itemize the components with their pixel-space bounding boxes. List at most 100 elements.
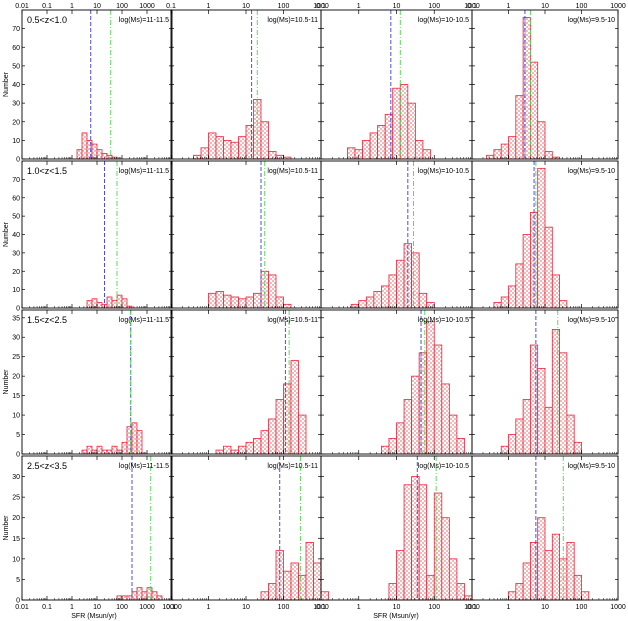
- histogram-bar: [320, 591, 329, 601]
- histogram-bar: [403, 399, 412, 455]
- y-tick-label: 40: [12, 82, 20, 89]
- histogram-bar: [544, 550, 553, 601]
- y-tick-label: 30: [12, 474, 20, 481]
- histogram-bar: [377, 125, 386, 160]
- x-tick-label: 100: [428, 3, 440, 10]
- histogram-bar: [422, 149, 431, 160]
- histogram-bar: [537, 167, 546, 309]
- y-tick-label: 30: [12, 101, 20, 108]
- histogram-bar: [522, 234, 531, 309]
- mass-bin-label: log(Ms)=10.5-11: [267, 463, 318, 470]
- histogram-bar: [407, 102, 416, 160]
- histogram-bar: [223, 139, 232, 160]
- x-tick-label: 0.1: [467, 604, 477, 611]
- x-tick-label: 1000: [313, 604, 329, 611]
- panel: 0.1 1 10 100 1000 log(Ms)=10-10.5: [316, 455, 480, 611]
- x-tick-label: 1000: [610, 604, 626, 611]
- histogram-bar: [544, 226, 553, 309]
- histogram-bar: [396, 550, 405, 601]
- y-tick-label: 10: [12, 556, 20, 563]
- histogram-bar: [426, 321, 435, 455]
- mass-bin-label: log(Ms)=11-11.5: [119, 463, 169, 470]
- x-tick-label: 100: [576, 604, 588, 611]
- histogram-bar: [106, 296, 113, 309]
- y-tick-label: 0: [16, 157, 20, 164]
- y-tick-label: 5: [16, 577, 20, 584]
- histogram-bar: [253, 438, 262, 455]
- panel-frame: [170, 160, 322, 309]
- histogram-bar: [456, 438, 465, 455]
- y-tick-label: 25: [12, 354, 20, 361]
- histogram-bar: [86, 139, 93, 160]
- mass-bin-label: log(Ms)=9.5-10: [568, 463, 615, 470]
- histogram-bar: [106, 449, 113, 455]
- x-tick-label: 1: [70, 604, 74, 611]
- histogram-bar: [260, 591, 269, 601]
- histogram-bar: [388, 274, 397, 309]
- histogram-bar: [268, 274, 277, 309]
- x-tick-label: 10: [393, 3, 401, 10]
- histogram-bar: [508, 434, 517, 455]
- y-tick-label: 10: [12, 413, 20, 420]
- x-tick-label: 1000: [610, 3, 626, 10]
- panel: 0.1 1 10 100 1000 log(Ms)=10.5-11: [166, 3, 329, 160]
- histogram-bar: [566, 542, 575, 601]
- histogram-bar: [245, 296, 254, 309]
- y-tick-label: 0: [16, 598, 20, 605]
- histogram-bar: [551, 533, 560, 601]
- y-tick-label: 35: [12, 315, 20, 322]
- histogram-bar: [537, 517, 546, 601]
- histogram-bar: [136, 430, 143, 455]
- y-tick-label: 50: [12, 63, 20, 70]
- y-tick-label: 30: [12, 250, 20, 257]
- histogram-bar: [283, 383, 292, 455]
- histogram-bar: [290, 562, 299, 601]
- panel: log(Ms)=9.5-10: [471, 309, 619, 455]
- histogram-bar: [559, 352, 568, 455]
- x-tick-label: 0.1: [467, 3, 477, 10]
- histogram-bar: [369, 132, 379, 160]
- histogram-bar: [362, 139, 371, 160]
- histogram-bar: [298, 574, 307, 601]
- x-tick-label: 1: [357, 604, 361, 611]
- x-tick-label: 0.1: [166, 604, 176, 611]
- histogram-bar: [81, 132, 88, 160]
- histogram-bar: [426, 574, 435, 601]
- panel-frame: [21, 9, 173, 160]
- x-tick-label: 1000: [313, 3, 329, 10]
- x-tick-label: 1: [207, 3, 211, 10]
- histogram-bar: [414, 139, 424, 160]
- histogram-bar: [418, 352, 428, 455]
- x-tick-label: 0.1: [316, 604, 326, 611]
- histogram-bar: [411, 476, 420, 601]
- y-tick-label: 60: [12, 45, 20, 52]
- histogram-bar: [399, 84, 409, 160]
- histogram-bar: [268, 418, 277, 455]
- x-tick-label: 1: [507, 604, 511, 611]
- histogram-bar: [537, 367, 546, 455]
- y-tick-label: 20: [12, 119, 20, 126]
- histogram-bar: [441, 517, 450, 601]
- panel-frame: [21, 160, 173, 309]
- histogram-bar: [268, 583, 277, 601]
- histogram-bar: [81, 449, 88, 455]
- panel: 0.1 1 10 100 1000 log(Ms)=10.5-11: [166, 455, 329, 611]
- histogram-bar: [253, 292, 262, 309]
- histogram-bar: [522, 399, 531, 455]
- histogram-bar: [223, 294, 232, 309]
- histogram-bar: [283, 303, 292, 309]
- histogram-bar: [373, 291, 382, 309]
- x-tick-label: 1000: [139, 3, 155, 10]
- mass-bin-label: log(Ms)=10-10.5: [418, 463, 469, 470]
- histogram-bar: [396, 422, 405, 455]
- mass-bin-label: log(Ms)=11-11.5: [119, 17, 169, 24]
- histogram-bar: [290, 360, 299, 455]
- histogram-bar: [433, 492, 443, 601]
- histogram-bar: [275, 399, 284, 455]
- histogram-bar: [392, 87, 401, 160]
- y-tick-label: 25: [12, 495, 20, 502]
- histogram-bar: [121, 441, 128, 455]
- y-tick-label: 20: [12, 374, 20, 381]
- histogram-bar: [486, 154, 495, 160]
